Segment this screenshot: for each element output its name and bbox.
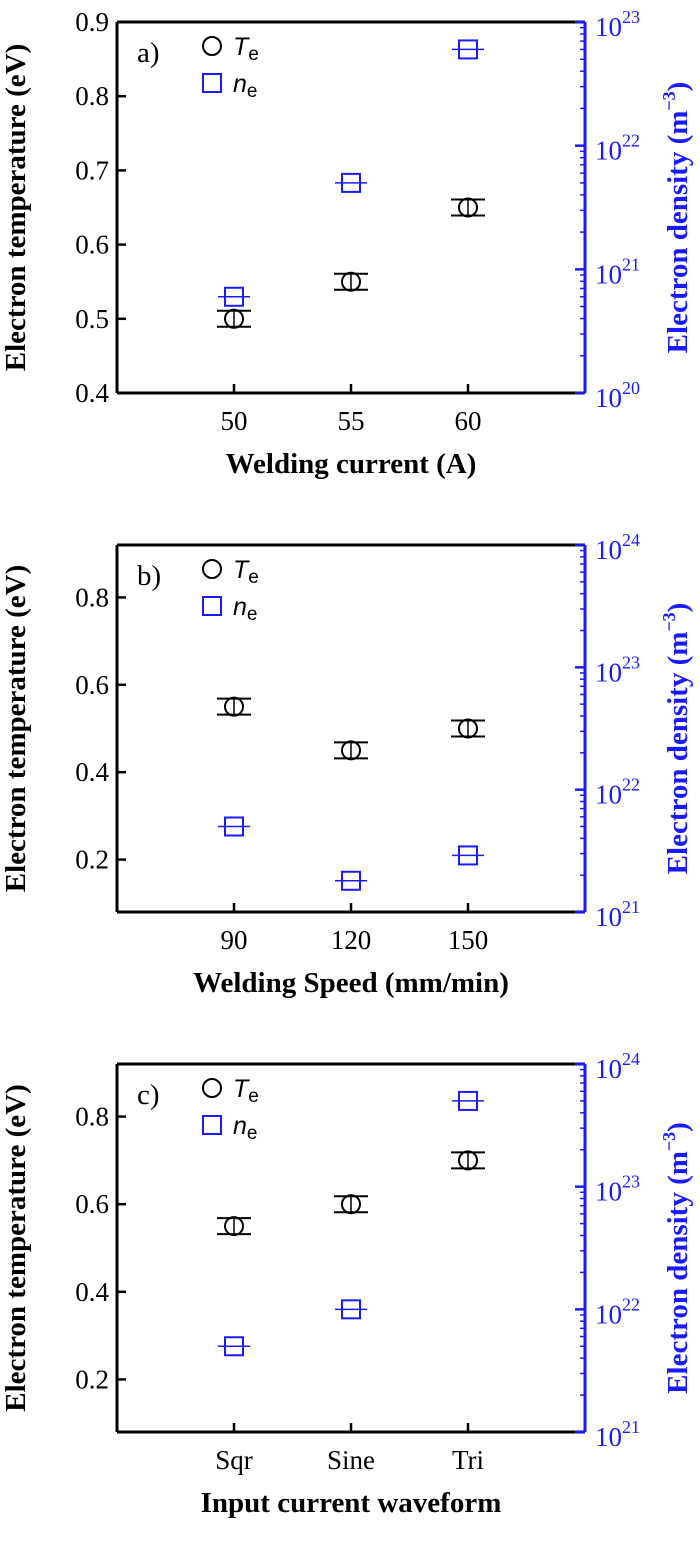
legend-ne-label: ne bbox=[233, 593, 257, 625]
y2-tick-label: 1022 bbox=[595, 775, 640, 810]
legend-te-marker bbox=[202, 1078, 222, 1098]
y-axis-title: Electron temperature (eV) bbox=[0, 565, 32, 892]
y2-axis-title: Electron density (m−3) bbox=[659, 82, 694, 354]
x-axis-title: Welding current (A) bbox=[226, 448, 477, 480]
x-tick-label: 50 bbox=[221, 406, 248, 436]
te-point bbox=[458, 718, 478, 739]
te-point bbox=[341, 740, 361, 761]
y-tick-label: 0.7 bbox=[75, 155, 109, 185]
y-tick-label: 0.8 bbox=[75, 1102, 109, 1132]
legend-te-label: Te bbox=[233, 1075, 259, 1107]
y2-tick-label: 1023 bbox=[595, 652, 640, 687]
y-tick-label: 0.9 bbox=[75, 7, 109, 37]
x-tick-label: Tri bbox=[452, 1445, 484, 1475]
y2-tick-label: 1023 bbox=[595, 1172, 640, 1207]
y2-tick-label: 1022 bbox=[595, 1294, 640, 1329]
legend-ne-label: ne bbox=[233, 1112, 257, 1144]
y2-axis-title: Electron density (m−3) bbox=[659, 603, 694, 875]
te-point bbox=[458, 1150, 478, 1171]
y2-tick-label: 1021 bbox=[595, 1417, 640, 1452]
y2-tick-label: 1024 bbox=[595, 530, 640, 565]
panel-label: b) bbox=[137, 560, 161, 592]
x-tick-label: 120 bbox=[331, 925, 372, 955]
x-tick-label: 60 bbox=[455, 406, 482, 436]
chart-panel-c: 0.2 0.4 0.6 0.8 1021 1022 1023 1024 Sqr Sine Tri In… bbox=[0, 1049, 694, 1519]
y-tick-label: 0.6 bbox=[75, 670, 109, 700]
y-tick-label: 0.6 bbox=[75, 1189, 109, 1219]
y2-tick-label: 1024 bbox=[595, 1049, 640, 1084]
x-axis-title: Welding Speed (mm/min) bbox=[193, 967, 509, 999]
y2-tick-label: 1020 bbox=[595, 378, 640, 413]
legend-te-label: Te bbox=[233, 556, 259, 588]
x-tick-label: Sqr bbox=[215, 1445, 253, 1475]
x-tick-label: 90 bbox=[221, 925, 248, 955]
x-tick-label: Sine bbox=[327, 1445, 375, 1475]
te-point bbox=[224, 1216, 244, 1237]
y-tick-label: 0.2 bbox=[75, 845, 109, 875]
y-tick-label: 0.5 bbox=[75, 304, 109, 334]
y2-tick-label: 1023 bbox=[595, 7, 640, 42]
y-tick-label: 0.8 bbox=[75, 81, 109, 111]
y-tick-label: 0.4 bbox=[75, 378, 109, 408]
te-point bbox=[341, 271, 361, 292]
x-tick-label: 55 bbox=[338, 406, 365, 436]
y-axis-title: Electron temperature (eV) bbox=[0, 44, 32, 371]
y-tick-label: 0.4 bbox=[75, 1277, 109, 1307]
y-tick-label: 0.6 bbox=[75, 230, 109, 260]
legend-ne-marker bbox=[202, 73, 222, 93]
y2-axis-title: Electron density (m−3) bbox=[659, 1122, 694, 1394]
y-tick-label: 0.2 bbox=[75, 1364, 109, 1394]
y-axis-title: Electron temperature (eV) bbox=[0, 1084, 32, 1411]
legend-ne-label: ne bbox=[233, 70, 257, 102]
legend-te-marker bbox=[202, 559, 222, 579]
legend-ne-marker bbox=[202, 1115, 222, 1135]
legend-te-label: Te bbox=[233, 33, 259, 65]
te-point bbox=[341, 1194, 361, 1215]
x-tick-label: 150 bbox=[448, 925, 489, 955]
legend-ne-marker bbox=[202, 596, 222, 616]
te-point bbox=[458, 197, 478, 218]
te-point bbox=[224, 696, 244, 717]
legend-te-marker bbox=[202, 36, 222, 56]
y2-tick-label: 1021 bbox=[595, 254, 640, 289]
y-tick-label: 0.8 bbox=[75, 582, 109, 612]
panel-label: a) bbox=[137, 37, 160, 69]
x-axis-title: Input current waveform bbox=[201, 1487, 502, 1519]
te-point bbox=[224, 308, 244, 329]
panel-label: c) bbox=[137, 1079, 160, 1111]
y-tick-label: 0.4 bbox=[75, 757, 109, 787]
chart-panel-b: 0.2 0.4 0.6 0.8 1021 1022 1023 1024 90 120 150 Weld… bbox=[0, 530, 694, 999]
y2-tick-label: 1022 bbox=[595, 131, 640, 166]
y2-tick-label: 1021 bbox=[595, 897, 640, 932]
chart-panel-a: 0.4 0.5 0.6 0.7 0.8 0.9 1020 1021 1022 1023 50 55 60… bbox=[0, 7, 694, 480]
